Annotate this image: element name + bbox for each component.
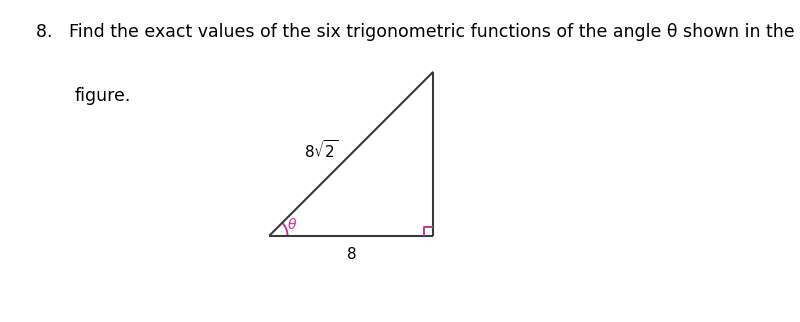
Text: 8$\sqrt{2}$: 8$\sqrt{2}$ [304, 139, 338, 161]
Text: figure.: figure. [74, 87, 130, 105]
Text: 8.   Find the exact values of the six trigonometric functions of the angle θ sho: 8. Find the exact values of the six trig… [36, 23, 794, 41]
Text: 8: 8 [346, 247, 356, 262]
Text: $\theta$: $\theta$ [287, 217, 298, 232]
